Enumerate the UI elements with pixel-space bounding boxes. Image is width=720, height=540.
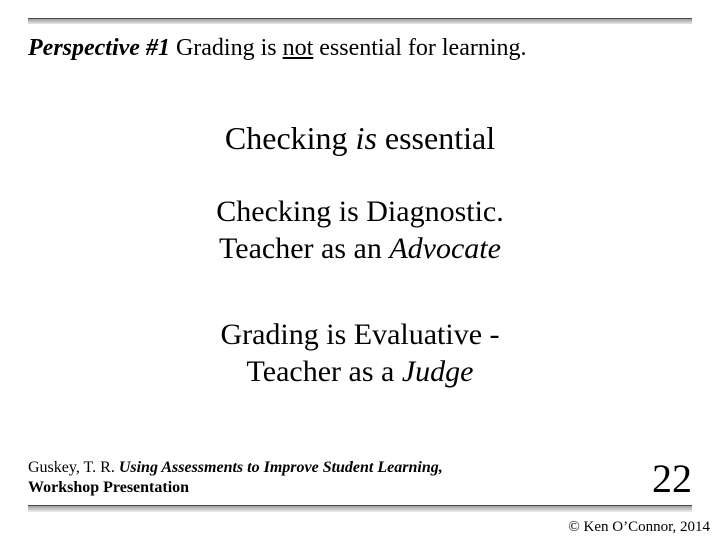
body-line-1-is: is	[356, 120, 377, 156]
body-line-5a: Teacher as a	[247, 355, 402, 388]
body-line-4: Grading is Evaluative -	[0, 318, 720, 352]
body-line-2: Checking is Diagnostic.	[0, 195, 720, 229]
body-line-3a: Teacher as an	[219, 232, 389, 265]
slide: Perspective #1 Grading is not essential …	[0, 0, 720, 540]
citation-author: Guskey, T. R.	[28, 459, 119, 476]
citation-title: Using Assessments to Improve Student Lea…	[119, 459, 443, 476]
citation: Guskey, T. R. Using Assessments to Impro…	[28, 458, 548, 498]
body-line-5-italic: Judge	[402, 355, 474, 388]
copyright-text: © Ken O’Connor, 2014	[568, 519, 710, 536]
title-underlined-word: not	[283, 35, 314, 61]
body-line-1: Checking is essential	[0, 120, 720, 157]
body-line-5: Teacher as a Judge	[0, 355, 720, 389]
bottom-horizontal-rule	[28, 505, 692, 512]
body-line-3-italic: Advocate	[389, 232, 501, 265]
page-number: 22	[652, 455, 692, 502]
body-line-3: Teacher as an Advocate	[0, 232, 720, 266]
slide-title: Perspective #1 Grading is not essential …	[28, 34, 692, 63]
body-line-1b: essential	[377, 120, 495, 156]
body-line-1a: Checking	[225, 120, 356, 156]
title-before-underline: Grading is	[170, 35, 283, 61]
title-prefix: Perspective #1	[28, 35, 170, 61]
citation-rest: Workshop Presentation	[28, 479, 189, 496]
top-horizontal-rule	[28, 18, 692, 24]
title-after-underline: essential for learning.	[313, 35, 526, 61]
